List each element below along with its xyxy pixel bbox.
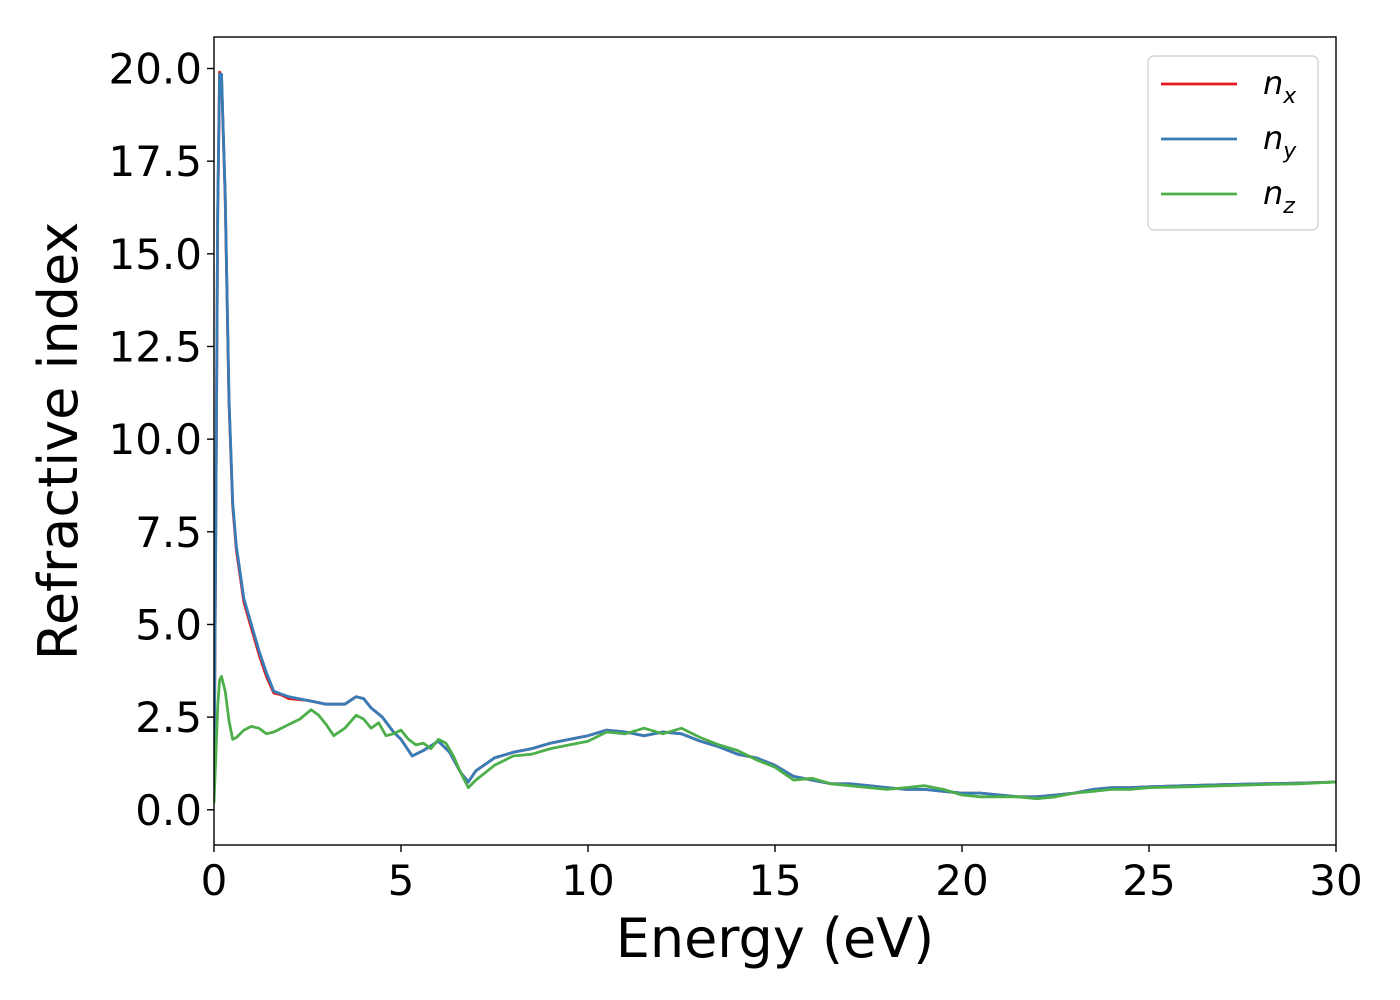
series-layer	[214, 70, 1336, 804]
legend-entry-symbol: n	[1263, 174, 1283, 212]
y-axis-label: Refractive index	[27, 222, 90, 661]
x-tick-label: 5	[388, 856, 415, 905]
y-tick-label: 10.0	[108, 415, 202, 464]
x-axis: 0 5 10 15 20 25 30	[201, 845, 1363, 905]
y-tick-label: 17.5	[108, 137, 202, 186]
x-tick-label: 25	[1122, 856, 1175, 905]
y-tick-label: 7.5	[135, 508, 202, 557]
legend-entry-symbol: n	[1263, 64, 1283, 102]
legend-box	[1147, 55, 1319, 231]
legend-entry-label: nx	[1263, 64, 1297, 109]
x-tick-label: 15	[748, 856, 801, 905]
y-tick-label: 20.0	[108, 45, 202, 94]
y-tick-label: 15.0	[108, 230, 202, 279]
legend-entry-subscript: y	[1282, 139, 1297, 164]
y-tick-label: 0.0	[135, 786, 202, 835]
x-tick-label: 30	[1309, 856, 1362, 905]
legend-entry-label: ny	[1263, 119, 1297, 164]
y-tick-label: 2.5	[135, 693, 202, 742]
y-tick-label: 5.0	[135, 600, 202, 649]
x-tick-label: 0	[201, 856, 228, 905]
legend-entry-subscript: z	[1282, 194, 1295, 219]
legend-entry-symbol: n	[1263, 119, 1283, 157]
x-axis-label: Energy (eV)	[616, 907, 935, 970]
legend-entry-label: nz	[1263, 174, 1295, 219]
x-tick-label: 10	[561, 856, 614, 905]
y-axis: 0.0 2.5 5.0 7.5 10.0 12.5 15.0 17.5 20.0	[108, 45, 214, 835]
series-line-n-z	[214, 675, 1336, 804]
y-tick-label: 12.5	[108, 322, 202, 371]
x-tick-label: 20	[935, 856, 988, 905]
legend-entry-subscript: x	[1282, 84, 1297, 109]
